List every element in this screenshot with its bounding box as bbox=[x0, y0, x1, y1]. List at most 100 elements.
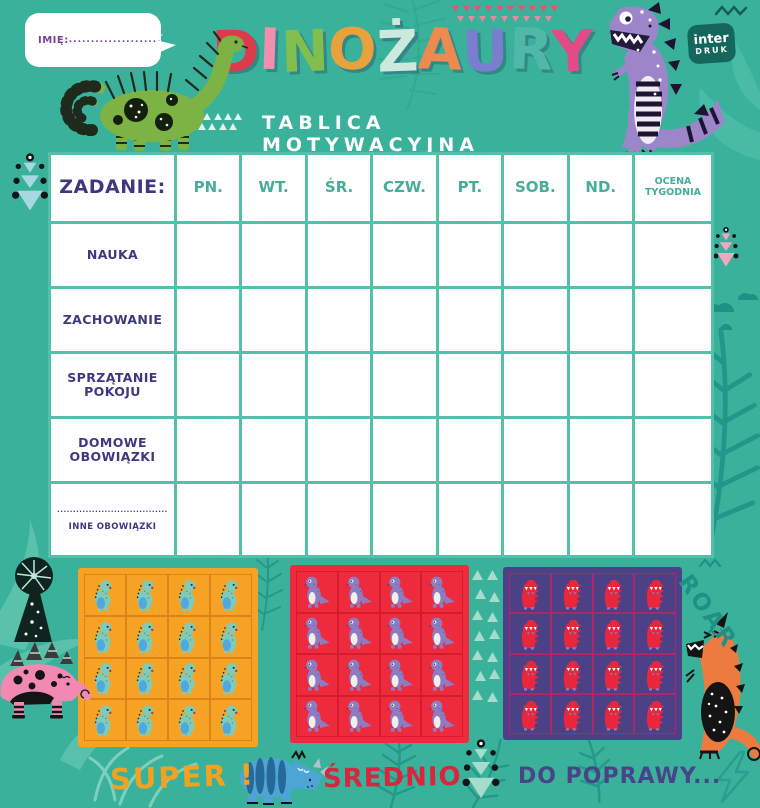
task-label-cell: ZACHOWANIE bbox=[51, 289, 174, 351]
table-header-day: ND. bbox=[569, 155, 632, 221]
day-mark-cell bbox=[569, 289, 632, 351]
red-dino-sticker bbox=[509, 573, 551, 614]
red-dino-sticker bbox=[509, 613, 551, 654]
day-mark-cell bbox=[438, 484, 502, 555]
red-dino-sticker bbox=[634, 653, 676, 694]
roar-zigzag-top bbox=[698, 558, 722, 568]
day-mark-cell bbox=[569, 484, 632, 555]
teal-dino-icon bbox=[90, 578, 120, 612]
rating-label-super: SUPER ! bbox=[109, 757, 256, 797]
purple-dino-sticker bbox=[296, 612, 338, 654]
table-header-day: SOB. bbox=[504, 155, 567, 221]
green-sauropod-illustration bbox=[60, 30, 249, 151]
day-mark-cell bbox=[373, 419, 436, 481]
day-mark-cell bbox=[177, 224, 240, 286]
task-label-cell: SPRZĄTANIE POKOJU bbox=[51, 354, 174, 416]
name-label: IMIĘ: bbox=[38, 34, 69, 46]
teal-dino-sticker bbox=[168, 574, 210, 616]
day-mark-cell bbox=[242, 224, 305, 286]
red-dino-icon bbox=[640, 697, 670, 731]
day-mark-cell bbox=[504, 354, 567, 416]
purple-dino-icon bbox=[385, 699, 415, 733]
day-mark-cell bbox=[373, 484, 436, 555]
teal-dino-sticker bbox=[168, 657, 210, 700]
purple-dino-icon bbox=[385, 575, 415, 609]
red-dino-icon bbox=[640, 576, 670, 610]
red-dino-sticker bbox=[592, 613, 635, 654]
red-dino-sticker bbox=[550, 573, 593, 614]
red-dino-icon bbox=[515, 616, 545, 650]
leaf-vein-decoration bbox=[378, 0, 448, 111]
purple-dino-sticker bbox=[379, 612, 422, 654]
weekly-task-table: ZADANIE: PN. WT. ŚR. CZW. PT. SOB. ND. OCENA TYG… bbox=[48, 152, 714, 558]
day-mark-cell bbox=[438, 354, 502, 416]
day-mark-cell bbox=[177, 419, 240, 481]
purple-trex-illustration bbox=[609, 2, 725, 159]
day-mark-cell bbox=[307, 484, 371, 555]
teal-dino-sticker bbox=[168, 699, 210, 741]
table-header-day: ŚR. bbox=[307, 155, 371, 221]
purple-dino-sticker bbox=[421, 571, 463, 613]
teal-dino-icon bbox=[174, 620, 204, 654]
teal-dino-sticker bbox=[84, 699, 126, 741]
purple-dino-icon bbox=[385, 658, 415, 692]
title-letter: U bbox=[461, 18, 510, 86]
tree-illustration bbox=[14, 557, 53, 642]
teal-dino-sticker bbox=[210, 615, 252, 658]
red-dino-icon bbox=[598, 576, 628, 610]
teal-dino-icon bbox=[132, 703, 162, 737]
week-score-cell bbox=[634, 354, 711, 416]
day-mark-cell bbox=[242, 354, 305, 416]
blue-rhino-illustration bbox=[240, 749, 328, 805]
purple-dino-sticker bbox=[337, 695, 380, 737]
teal-dino-icon bbox=[216, 578, 246, 612]
task-label-cell: DOMOWE OBOWIĄZKI bbox=[51, 419, 174, 481]
day-mark-cell bbox=[307, 224, 371, 286]
day-mark-cell bbox=[242, 484, 305, 555]
day-mark-cell bbox=[438, 419, 502, 481]
purple-dino-icon bbox=[302, 699, 332, 733]
teal-dino-icon bbox=[90, 620, 120, 654]
teal-dino-icon bbox=[132, 620, 162, 654]
red-dino-icon bbox=[515, 697, 545, 731]
teal-dino-sticker bbox=[126, 699, 168, 741]
teal-dino-icon bbox=[174, 703, 204, 737]
pink-cactus-decoration bbox=[713, 226, 739, 267]
day-mark-cell bbox=[569, 224, 632, 286]
teal-dino-sticker bbox=[210, 657, 252, 700]
red-dino-icon bbox=[598, 616, 628, 650]
teal-dino-sticker bbox=[84, 657, 126, 700]
day-mark-cell bbox=[177, 484, 240, 555]
name-speech-bubble: IMIĘ: ........................... bbox=[25, 13, 176, 67]
day-mark-cell bbox=[504, 224, 567, 286]
teal-dino-icon bbox=[90, 661, 120, 695]
table-header-day: PN. bbox=[177, 155, 240, 221]
teal-dino-sticker bbox=[84, 574, 126, 616]
purple-dino-sticker bbox=[337, 571, 380, 613]
purple-dino-sticker bbox=[421, 612, 463, 654]
teal-cactus-decoration bbox=[462, 739, 500, 799]
sticker-grid-srednio bbox=[290, 565, 469, 743]
purple-dino-sticker bbox=[421, 695, 463, 737]
task-dotted-line: ...................................... bbox=[57, 506, 168, 515]
day-mark-cell bbox=[307, 354, 371, 416]
purple-dino-icon bbox=[302, 616, 332, 650]
zigzag-decoration bbox=[714, 5, 748, 16]
teal-dino-sticker bbox=[126, 615, 168, 658]
purple-dino-sticker bbox=[296, 654, 338, 696]
red-dino-sticker bbox=[550, 693, 593, 734]
purple-dino-icon bbox=[344, 575, 374, 609]
red-dino-icon bbox=[557, 657, 587, 691]
title-letter: Y bbox=[551, 18, 595, 86]
red-dino-sticker bbox=[634, 613, 676, 654]
week-score-cell bbox=[634, 484, 711, 555]
day-mark-cell bbox=[307, 289, 371, 351]
purple-dino-sticker bbox=[421, 654, 463, 696]
sticker-grid-super bbox=[78, 568, 258, 747]
name-dotted-line: ........................... bbox=[68, 35, 161, 45]
purple-dino-icon bbox=[344, 699, 374, 733]
sticker-grid-poprawy bbox=[503, 567, 682, 740]
day-mark-cell bbox=[569, 354, 632, 416]
red-dino-icon bbox=[557, 697, 587, 731]
task-label-cell: ...................................... IN… bbox=[51, 484, 174, 555]
